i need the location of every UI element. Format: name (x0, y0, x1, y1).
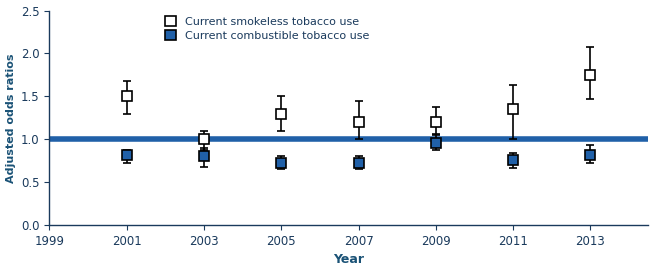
X-axis label: Year: Year (334, 254, 364, 267)
Legend: Current smokeless tobacco use, Current combustible tobacco use: Current smokeless tobacco use, Current c… (163, 14, 371, 43)
Y-axis label: Adjusted odds ratios: Adjusted odds ratios (5, 53, 16, 183)
